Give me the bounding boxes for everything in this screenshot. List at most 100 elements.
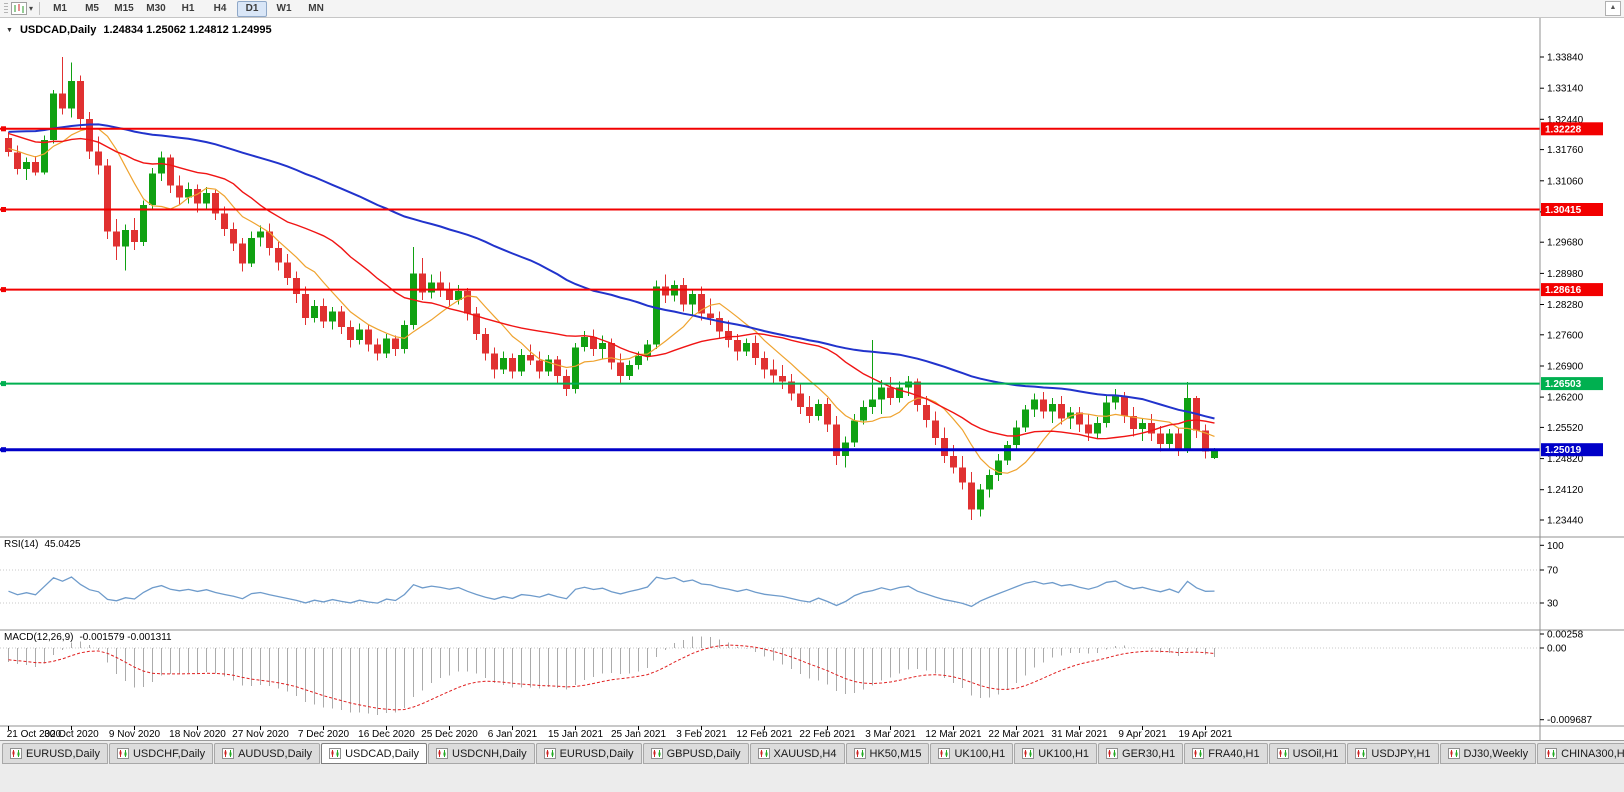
- chart-tab-gbpusd-daily[interactable]: GBPUSD,Daily: [642, 743, 749, 764]
- svg-text:25 Jan 2021: 25 Jan 2021: [611, 729, 666, 740]
- mini-chart-icon: [1355, 748, 1368, 759]
- chart-tab-audusd-daily[interactable]: AUDUSD,Daily: [214, 743, 321, 764]
- toolbar-grip[interactable]: [4, 2, 8, 15]
- timeframe-buttons: M1 M5 M15 M30 H1 H4 D1 W1 MN: [44, 0, 332, 17]
- svg-text:1.33140: 1.33140: [1547, 84, 1584, 95]
- chart-tabs: EURUSD,Daily USDCHF,Daily AUDUSD,Daily USDC…: [0, 741, 1624, 764]
- scroll-up-button[interactable]: ▲: [1605, 1, 1621, 16]
- tab-label: USDCAD,Daily: [345, 747, 420, 760]
- rsi-line: [8, 576, 1215, 608]
- candles: [5, 57, 1218, 520]
- svg-text:15 Jan 2021: 15 Jan 2021: [548, 729, 603, 740]
- svg-text:100: 100: [1547, 541, 1564, 552]
- mini-chart-icon: [116, 748, 129, 759]
- price-tag-text: 1.25019: [1545, 445, 1582, 456]
- svg-text:30: 30: [1547, 599, 1559, 610]
- hline-handle[interactable]: [1, 447, 6, 453]
- svg-text:1.26900: 1.26900: [1547, 362, 1584, 373]
- tab-label: CHINA300,H1: [1561, 747, 1624, 760]
- chart-tab-uk100-h1[interactable]: UK100,H1: [1014, 743, 1098, 764]
- macd-signal-line: [8, 644, 1215, 711]
- svg-text:1.31760: 1.31760: [1547, 145, 1584, 156]
- tab-label: EURUSD,Daily: [559, 747, 634, 760]
- svg-text:18 Nov 2020: 18 Nov 2020: [169, 729, 226, 740]
- timeframe-button-m15[interactable]: M15: [114, 2, 134, 14]
- svg-text:27 Nov 2020: 27 Nov 2020: [232, 729, 289, 740]
- rsi-indicator-label: RSI(14) 45.0425: [4, 539, 81, 550]
- tab-label: EURUSD,Daily: [26, 747, 100, 760]
- price-tag-text: 1.30415: [1545, 205, 1582, 216]
- svg-text:3 Feb 2021: 3 Feb 2021: [676, 729, 727, 740]
- price-tag-1.26503: [1541, 377, 1603, 391]
- svg-text:1.31060: 1.31060: [1547, 176, 1584, 187]
- mini-chart-icon: [1447, 748, 1460, 759]
- price-tag-1.28616: [1541, 283, 1603, 297]
- tab-label: UK100,H1: [954, 747, 1006, 760]
- svg-text:9 Apr 2021: 9 Apr 2021: [1118, 729, 1167, 740]
- timeframe-button-h4[interactable]: H4: [213, 2, 227, 14]
- mini-chart-icon: [1276, 748, 1289, 759]
- chart-tab-usdcad-daily[interactable]: USDCAD,Daily: [321, 743, 428, 764]
- chart-tab-ger30-h1[interactable]: GER30,H1: [1098, 743, 1184, 764]
- svg-text:21 Oct 2020: 21 Oct 2020: [7, 729, 62, 740]
- hline-handle[interactable]: [1, 287, 6, 293]
- chart-tab-eurusd-daily[interactable]: EURUSD,Daily: [2, 743, 108, 764]
- mini-chart-icon: [436, 748, 449, 759]
- chart-tab-china300-h1[interactable]: CHINA300,H1: [1537, 743, 1624, 764]
- timeframe-button-d1[interactable]: D1: [237, 0, 268, 17]
- timeframe-button-m30[interactable]: M30: [146, 2, 166, 14]
- svg-text:16 Dec 2020: 16 Dec 2020: [358, 729, 415, 740]
- chart-tab-usdchf-daily[interactable]: USDCHF,Daily: [108, 743, 214, 764]
- mini-chart-icon: [650, 748, 663, 759]
- ma-slow-line: [8, 123, 1215, 420]
- timeframe-button-w1[interactable]: W1: [276, 2, 292, 14]
- tab-label: USOil,H1: [1292, 747, 1339, 760]
- svg-text:1.24820: 1.24820: [1547, 454, 1584, 465]
- chart-tab-uk100-h1[interactable]: UK100,H1: [930, 743, 1014, 764]
- timeframe-button-h1[interactable]: H1: [181, 2, 195, 14]
- svg-text:30 Oct 2020: 30 Oct 2020: [44, 729, 99, 740]
- hline-handle[interactable]: [1, 381, 6, 387]
- mini-chart-icon: [1022, 748, 1035, 759]
- rsi-name: RSI(14): [4, 539, 39, 550]
- chart-area: 1.338401.331401.324401.317601.310601.303…: [0, 18, 1624, 740]
- svg-text:22 Feb 2021: 22 Feb 2021: [799, 729, 856, 740]
- tab-label: XAUUSD,H4: [773, 747, 837, 760]
- chart-tab-usdcnh-daily[interactable]: USDCNH,Daily: [428, 743, 535, 764]
- price-axis: 1.338401.331401.324401.317601.310601.303…: [1540, 53, 1592, 726]
- chart-tab-dj30-weekly[interactable]: DJ30,Weekly: [1439, 743, 1537, 764]
- mini-chart-icon: [1545, 748, 1558, 759]
- chart-tab-fra40-h1[interactable]: FRA40,H1: [1184, 743, 1268, 764]
- mini-chart-icon: [757, 748, 770, 759]
- chart-tab-eurusd-daily[interactable]: EURUSD,Daily: [535, 743, 642, 764]
- ma-medium-line: [8, 132, 1215, 440]
- chart-tab-hk50-m15[interactable]: HK50,M15: [845, 743, 930, 764]
- timeframe-button-m1[interactable]: M1: [53, 2, 67, 14]
- charts-toolbar-icon[interactable]: [11, 2, 27, 15]
- chart-menu-icon[interactable]: ▼: [6, 26, 13, 34]
- hline-handle[interactable]: [1, 126, 6, 132]
- chart-type-dropdown-caret-icon[interactable]: ▾: [29, 3, 34, 13]
- svg-text:-0.009687: -0.009687: [1547, 715, 1592, 726]
- svg-text:1.32440: 1.32440: [1547, 115, 1584, 126]
- tab-label: HK50,M15: [869, 747, 922, 760]
- svg-text:1.33840: 1.33840: [1547, 53, 1584, 64]
- svg-text:25 Dec 2020: 25 Dec 2020: [421, 729, 478, 740]
- chart-tab-usdjpy-h1[interactable]: USDJPY,H1: [1347, 743, 1439, 764]
- chart-tab-xauusd-h4[interactable]: XAUUSD,H4: [749, 743, 845, 764]
- svg-text:1.27600: 1.27600: [1547, 330, 1584, 341]
- price-chart-svg[interactable]: 1.338401.331401.324401.317601.310601.303…: [0, 18, 1624, 740]
- svg-text:1.25520: 1.25520: [1547, 423, 1584, 434]
- mini-chart-icon: [222, 748, 235, 759]
- price-tag-text: 1.28616: [1545, 285, 1582, 296]
- svg-text:31 Mar 2021: 31 Mar 2021: [1051, 729, 1108, 740]
- chart-title: ▼ USDCAD,Daily 1.24834 1.25062 1.24812 1…: [6, 24, 272, 36]
- svg-text:9 Nov 2020: 9 Nov 2020: [109, 729, 161, 740]
- chart-tab-usoil-h1[interactable]: USOil,H1: [1268, 743, 1347, 764]
- timeframe-button-mn[interactable]: MN: [308, 2, 324, 14]
- timeframe-button-m5[interactable]: M5: [85, 2, 99, 14]
- hline-handle[interactable]: [1, 207, 6, 212]
- svg-text:12 Mar 2021: 12 Mar 2021: [925, 729, 982, 740]
- tab-label: AUDUSD,Daily: [238, 747, 313, 760]
